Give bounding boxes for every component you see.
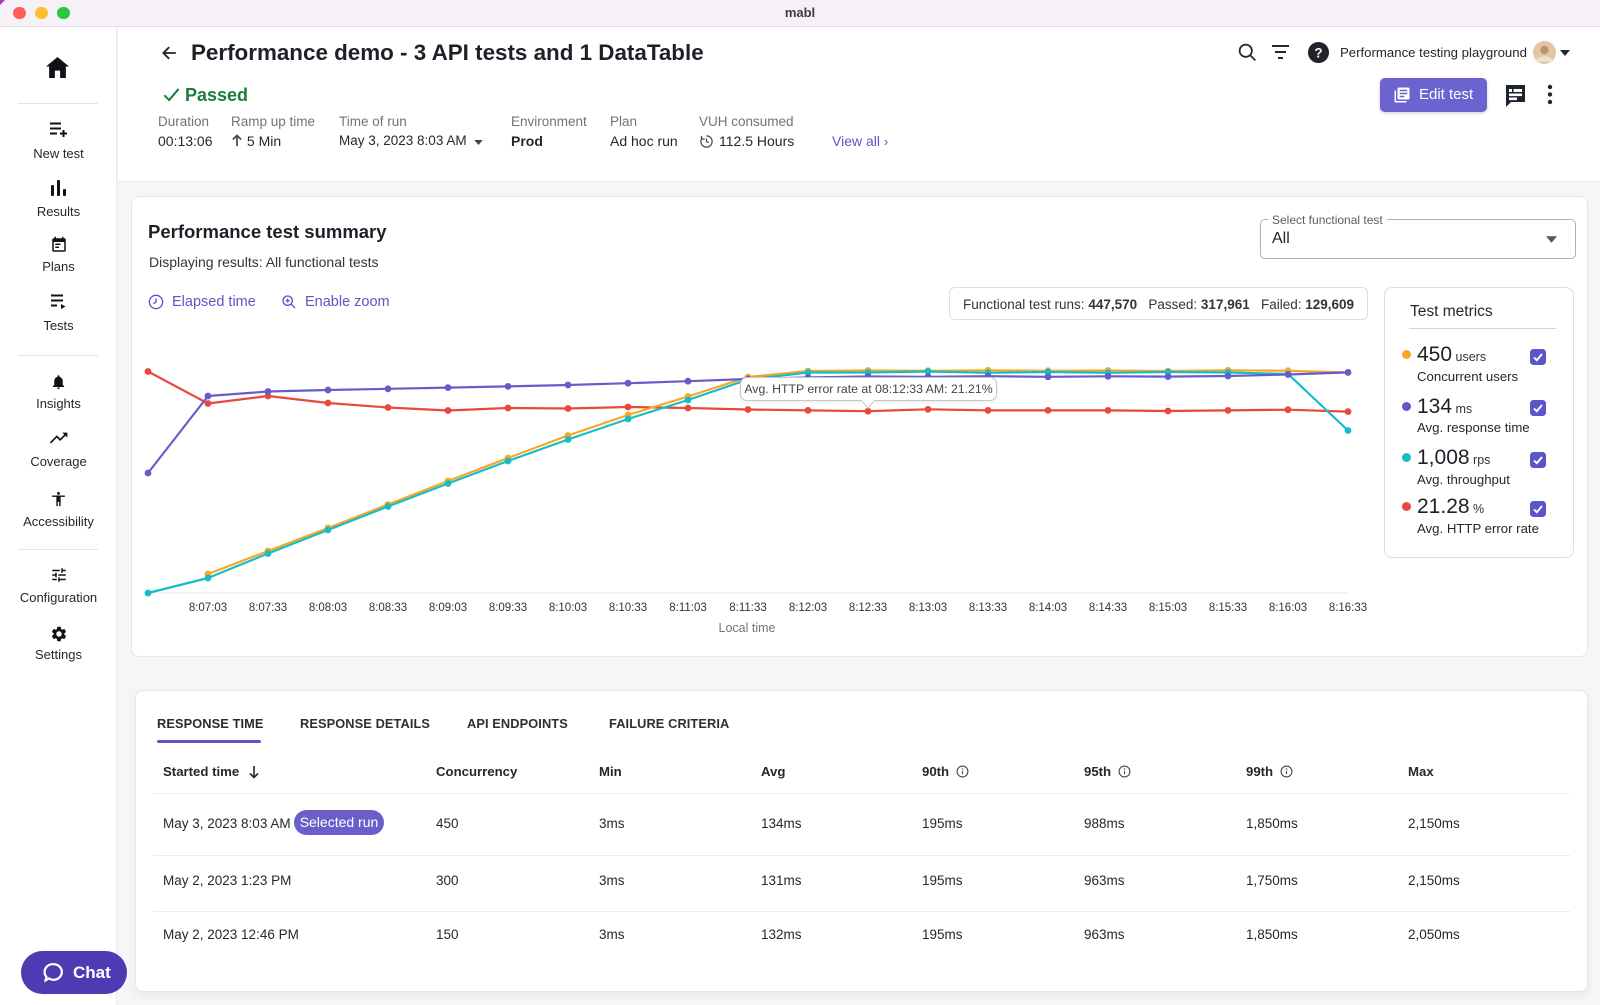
svg-text:?: ? <box>1314 45 1322 60</box>
